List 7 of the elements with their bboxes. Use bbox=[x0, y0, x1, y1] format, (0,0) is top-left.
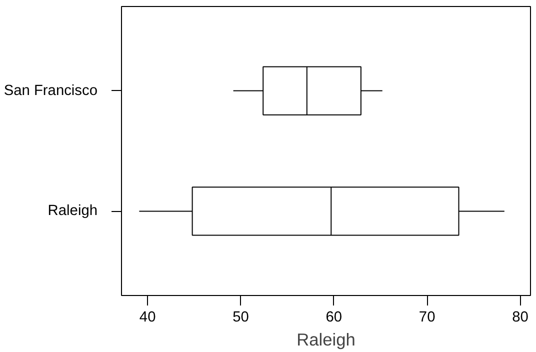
x-tick-label: 80 bbox=[512, 310, 528, 326]
x-axis-title: Raleigh bbox=[296, 330, 356, 350]
x-tick-label: 70 bbox=[418, 310, 436, 326]
x-tick-label: 50 bbox=[232, 310, 249, 326]
y-tick-label: San Francisco bbox=[4, 82, 98, 99]
x-tick-label: 40 bbox=[139, 310, 156, 326]
x-tick-label: 60 bbox=[326, 310, 342, 326]
